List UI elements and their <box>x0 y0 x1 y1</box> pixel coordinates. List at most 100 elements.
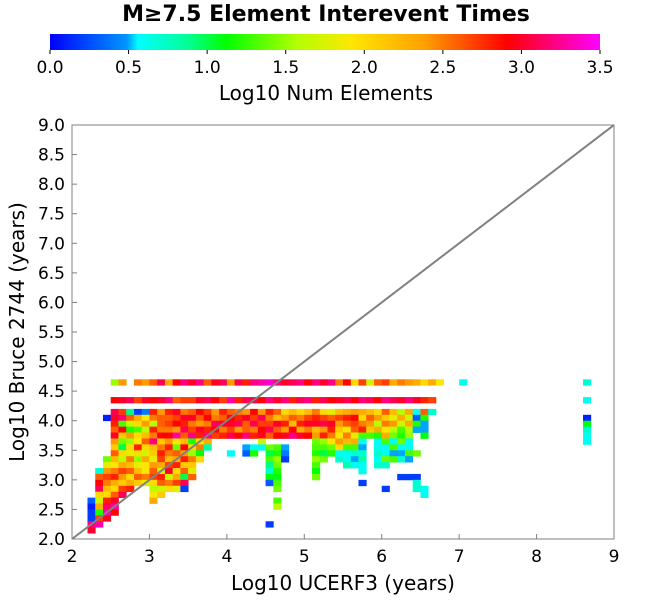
heatmap-cell <box>242 379 251 386</box>
heatmap-cell <box>226 450 235 457</box>
heatmap-cell <box>420 491 429 498</box>
heatmap-cell <box>343 450 352 457</box>
heatmap-cell <box>358 397 367 404</box>
heatmap-cell <box>257 397 266 404</box>
heatmap-cell <box>149 379 158 386</box>
heatmap-cell <box>350 408 359 416</box>
heatmap-cell <box>350 456 359 463</box>
heatmap-cell <box>265 420 274 428</box>
heatmap-cell <box>319 432 328 439</box>
heatmap-cell <box>195 420 205 428</box>
heatmap-cell <box>265 450 274 457</box>
heatmap-cell <box>412 485 421 493</box>
heatmap-cell <box>157 414 166 422</box>
heatmap-cell <box>428 397 437 404</box>
heatmap-cell <box>126 473 135 481</box>
heatmap-cell <box>110 379 119 386</box>
heatmap-cell <box>118 426 127 433</box>
heatmap-cell <box>350 414 359 422</box>
heatmap-cell <box>583 432 592 439</box>
heatmap-cell <box>327 414 336 422</box>
heatmap-cell <box>288 397 297 404</box>
heatmap-cell <box>110 509 119 516</box>
heatmap-cell <box>180 432 189 439</box>
heatmap-cell <box>389 432 398 439</box>
heatmap-cell <box>149 414 158 422</box>
heatmap-cell <box>350 426 359 433</box>
heatmap-cell <box>250 408 259 416</box>
x-tick-label: 6 <box>376 547 387 567</box>
heatmap-cell <box>195 444 205 451</box>
heatmap-cell <box>172 420 181 428</box>
heatmap-cell <box>172 462 181 469</box>
heatmap-cell <box>397 473 406 481</box>
heatmap-cell <box>164 408 174 416</box>
heatmap-cell <box>110 462 119 469</box>
heatmap-cell <box>118 450 127 457</box>
heatmap-cell <box>188 456 197 463</box>
heatmap-cell <box>95 479 104 487</box>
heatmap-cell <box>420 420 429 428</box>
heatmap-cell <box>343 414 352 422</box>
heatmap-cell <box>583 379 592 386</box>
heatmap-cell <box>389 379 398 386</box>
heatmap-cell <box>110 426 119 433</box>
heatmap-cell <box>273 497 282 504</box>
heatmap-cell <box>180 414 189 422</box>
heatmap-cell <box>172 450 181 457</box>
y-axis-label: Log10 Bruce 2744 (years) <box>5 202 29 462</box>
heatmap-cell <box>118 462 127 469</box>
heatmap-cell <box>373 426 383 433</box>
heatmap-cell <box>404 379 414 386</box>
heatmap-cell <box>133 379 143 386</box>
heatmap-cell <box>327 420 336 428</box>
y-tick-label: 5.0 <box>38 353 65 373</box>
heatmap-cell <box>226 379 235 386</box>
heatmap-cell <box>141 456 150 463</box>
colorbar-tick-label: 2.0 <box>351 58 378 78</box>
heatmap-cell <box>180 485 189 493</box>
heatmap-cell <box>133 397 143 404</box>
heatmap-cell <box>273 473 282 481</box>
heatmap-cell <box>296 420 305 428</box>
heatmap-cell <box>412 414 421 422</box>
heatmap-cell <box>335 426 344 433</box>
heatmap-cell <box>335 408 344 416</box>
heatmap-cell <box>319 444 328 451</box>
heatmap-cell <box>149 444 158 451</box>
heatmap-cell <box>281 456 290 463</box>
heatmap-cell <box>203 414 212 422</box>
heatmap-cell <box>288 379 297 386</box>
heatmap-cell <box>141 397 150 404</box>
heatmap-cell <box>195 450 205 457</box>
heatmap-cell <box>149 485 158 493</box>
heatmap-cell <box>95 473 104 481</box>
heatmap-cell <box>358 444 367 451</box>
heatmap-cell <box>335 420 344 428</box>
heatmap-cell <box>141 473 150 481</box>
heatmap-cell <box>350 438 359 445</box>
heatmap-cell <box>273 408 282 416</box>
heatmap-cell <box>102 503 112 510</box>
x-tick-label: 5 <box>299 547 310 567</box>
heatmap-cell <box>110 497 119 504</box>
heatmap-cell <box>327 432 336 439</box>
heatmap-cell <box>180 426 189 433</box>
heatmap-cell <box>172 408 181 416</box>
y-tick-label: 7.0 <box>38 234 65 254</box>
heatmap-cell <box>164 450 174 457</box>
heatmap-cell <box>459 379 468 386</box>
heatmap-cell <box>288 420 297 428</box>
heatmap-cell <box>373 444 383 451</box>
heatmap-cell <box>273 414 282 422</box>
y-tick-label: 2.0 <box>38 530 65 550</box>
heatmap-cell <box>95 509 104 516</box>
heatmap-cell <box>118 414 127 422</box>
heatmap-cell <box>304 408 313 416</box>
heatmap-cell <box>118 456 127 463</box>
heatmap-cell <box>242 432 251 439</box>
heatmap-cell <box>304 379 313 386</box>
heatmap-cell <box>304 397 313 404</box>
heatmap-cell <box>110 456 119 463</box>
heatmap-cell <box>373 456 383 463</box>
